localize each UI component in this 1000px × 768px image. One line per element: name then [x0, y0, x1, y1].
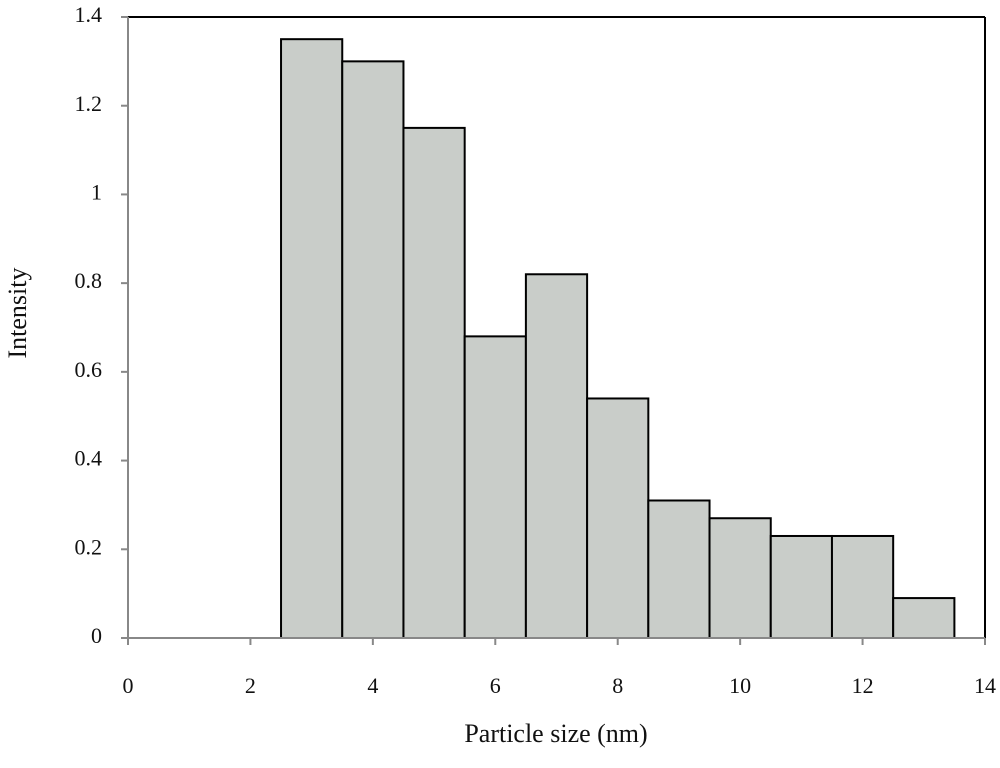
- y-tick-label: 0.4: [75, 446, 103, 471]
- x-tick-label: 10: [729, 673, 751, 698]
- y-tick-label: 1: [91, 179, 102, 204]
- y-tick-label: 0: [91, 623, 102, 648]
- y-tick-label: 0.8: [75, 268, 103, 293]
- bar: [402, 126, 466, 640]
- bar: [830, 534, 895, 640]
- bar: [892, 597, 956, 639]
- x-axis-title: Particle size (nm): [464, 719, 647, 748]
- bar: [341, 60, 405, 640]
- x-tick-label: 12: [852, 673, 874, 698]
- y-tick-label: 0.6: [75, 357, 103, 382]
- bar: [524, 273, 589, 639]
- y-tick-label: 0.2: [75, 534, 103, 559]
- bar: [708, 517, 772, 639]
- x-tick-label: 0: [123, 673, 134, 698]
- x-tick-label: 6: [490, 673, 501, 698]
- x-tick-label: 2: [245, 673, 256, 698]
- y-tick-label: 1.2: [75, 91, 103, 116]
- bar: [586, 397, 650, 639]
- x-tick-label: 8: [612, 673, 623, 698]
- y-tick-label: 1.4: [75, 2, 103, 27]
- x-tick-label: 14: [974, 673, 996, 698]
- y-axis-title: Intensity: [3, 268, 32, 359]
- x-tick-label: 4: [367, 673, 378, 698]
- bar: [647, 499, 711, 639]
- bar: [280, 38, 344, 639]
- bar: [463, 335, 527, 639]
- bar: [769, 534, 833, 640]
